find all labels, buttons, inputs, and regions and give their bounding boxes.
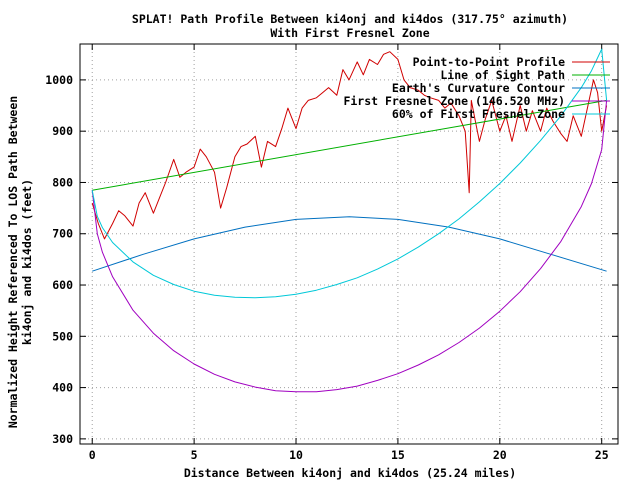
x-tick-label: 5 xyxy=(191,448,198,462)
legend-label-line-of-sight-path: Line of Sight Path xyxy=(440,68,565,82)
series-line-line-of-sight-path xyxy=(92,99,607,191)
y-tick-label: 500 xyxy=(52,329,73,343)
y-tick-label: 900 xyxy=(52,124,73,138)
x-tick-label: 25 xyxy=(595,448,609,462)
chart-title-line-1: SPLAT! Path Profile Between ki4onj and k… xyxy=(132,12,568,26)
legend-label-point-to-point-profile: Point-to-Point Profile xyxy=(413,55,565,69)
series-line-earth-s-curvature-contour xyxy=(92,216,607,272)
x-tick-label: 10 xyxy=(289,448,303,462)
y-axis-label-line-1: Normalized Height Referenced To LOS Path… xyxy=(6,96,20,428)
y-tick-label: 400 xyxy=(52,381,73,395)
y-tick-label: 600 xyxy=(52,278,73,292)
x-tick-label: 0 xyxy=(89,448,96,462)
legend-label-first-fresnel-zone-146-520-mhz: First Fresnel Zone (146.520 MHz) xyxy=(343,94,565,108)
y-tick-label: 700 xyxy=(52,227,73,241)
x-tick-label: 20 xyxy=(493,448,507,462)
series-line-60-of-first-fresnel-zone xyxy=(91,48,608,299)
y-tick-label: 300 xyxy=(52,432,73,446)
legend-label-earth-s-curvature-contour: Earth's Curvature Contour xyxy=(392,81,565,95)
grid xyxy=(80,44,618,444)
series-line-first-fresnel-zone-146-520-mhz xyxy=(91,100,608,393)
chart-title-line-2: With First Fresnel Zone xyxy=(270,26,429,40)
x-axis-label: Distance Between ki4onj and ki4dos (25.2… xyxy=(184,466,516,480)
x-tick-label: 15 xyxy=(391,448,405,462)
series-line-point-to-point-profile xyxy=(91,51,608,240)
plot-border xyxy=(79,43,619,445)
series-lines xyxy=(91,48,608,393)
axis-ticks: 300 400 500 600 700 800 900 1000 0 5 10 15 20 25 xyxy=(45,44,618,462)
y-axis-label-line-2: ki4onj and ki4dos (feet) xyxy=(20,179,34,345)
y-tick-label: 800 xyxy=(52,175,73,189)
legend-label-60-of-first-fresnel-zone: 60% of First Fresnel Zone xyxy=(392,107,565,121)
y-tick-label: 1000 xyxy=(45,73,73,87)
